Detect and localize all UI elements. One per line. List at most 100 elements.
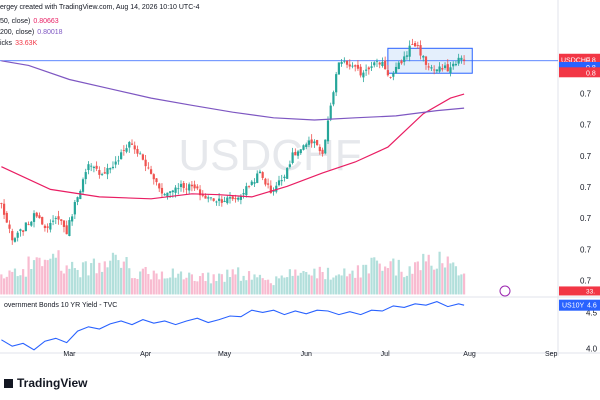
- candle-body[interactable]: [454, 64, 458, 66]
- candle-body[interactable]: [144, 159, 147, 167]
- candle-body[interactable]: [155, 178, 158, 183]
- candle-body[interactable]: [389, 77, 392, 78]
- candle-body[interactable]: [288, 164, 291, 167]
- candle-body[interactable]: [362, 72, 365, 78]
- candle-body[interactable]: [299, 149, 302, 154]
- candle-body[interactable]: [60, 219, 63, 221]
- candle-body[interactable]: [302, 145, 305, 150]
- candle-body[interactable]: [321, 149, 324, 154]
- candle-body[interactable]: [356, 64, 360, 69]
- candle-body[interactable]: [231, 196, 234, 200]
- candle-body[interactable]: [49, 222, 52, 230]
- candle-body[interactable]: [73, 202, 76, 215]
- legend-ticks[interactable]: icks 33.63K: [0, 40, 37, 47]
- candle-body[interactable]: [62, 220, 66, 227]
- candle-body[interactable]: [22, 230, 25, 232]
- candle-body[interactable]: [215, 201, 218, 203]
- candle-body[interactable]: [226, 197, 229, 204]
- candle-body[interactable]: [11, 231, 14, 241]
- candle-body[interactable]: [169, 191, 172, 193]
- candle-body[interactable]: [95, 165, 98, 169]
- candle-body[interactable]: [427, 66, 430, 68]
- candle-body[interactable]: [291, 152, 294, 163]
- candle-body[interactable]: [253, 182, 256, 184]
- candle-body[interactable]: [310, 139, 313, 144]
- candle-body[interactable]: [41, 216, 44, 225]
- candle-body[interactable]: [174, 187, 177, 193]
- candle-body[interactable]: [111, 166, 115, 169]
- candle-body[interactable]: [318, 146, 321, 152]
- candle-body[interactable]: [365, 69, 368, 71]
- candle-body[interactable]: [343, 60, 346, 62]
- candle-body[interactable]: [403, 56, 406, 62]
- candle-body[interactable]: [76, 197, 79, 202]
- candle-body[interactable]: [158, 183, 161, 189]
- candle-body[interactable]: [2, 203, 6, 215]
- candle-body[interactable]: [250, 181, 253, 185]
- candle-body[interactable]: [114, 161, 117, 165]
- candle-body[interactable]: [163, 194, 166, 196]
- candle-body[interactable]: [329, 105, 332, 120]
- candle-body[interactable]: [411, 44, 414, 45]
- candle-body[interactable]: [326, 120, 330, 142]
- candle-body[interactable]: [68, 220, 71, 237]
- candle-body[interactable]: [405, 55, 409, 57]
- tradingview-brand[interactable]: TradingView: [4, 376, 87, 390]
- candle-body[interactable]: [324, 139, 327, 154]
- candle-body[interactable]: [38, 215, 41, 219]
- candle-body[interactable]: [87, 164, 90, 171]
- candle-body[interactable]: [8, 224, 11, 229]
- candle-body[interactable]: [422, 56, 425, 58]
- candle-body[interactable]: [367, 67, 370, 70]
- candle-body[interactable]: [381, 61, 384, 66]
- candle-body[interactable]: [122, 149, 125, 151]
- candle-body[interactable]: [90, 165, 93, 167]
- candle-body[interactable]: [408, 45, 411, 57]
- candle-body[interactable]: [247, 186, 251, 188]
- candle-body[interactable]: [228, 197, 232, 199]
- candle-body[interactable]: [201, 194, 204, 196]
- candle-body[interactable]: [57, 216, 60, 220]
- candle-body[interactable]: [354, 65, 357, 67]
- candle-body[interactable]: [370, 66, 373, 68]
- candle-body[interactable]: [384, 60, 387, 70]
- candle-body[interactable]: [313, 141, 316, 144]
- candle-body[interactable]: [212, 198, 215, 201]
- candle-body[interactable]: [258, 171, 262, 174]
- candle-body[interactable]: [103, 172, 106, 174]
- candle-body[interactable]: [92, 166, 96, 169]
- candle-body[interactable]: [152, 174, 155, 180]
- candle-body[interactable]: [160, 187, 164, 194]
- candle-body[interactable]: [54, 218, 57, 219]
- candle-body[interactable]: [35, 212, 38, 217]
- ma200-line[interactable]: [1, 60, 465, 121]
- candle-body[interactable]: [218, 198, 221, 201]
- candle-body[interactable]: [264, 178, 267, 185]
- candle-body[interactable]: [335, 74, 338, 93]
- candle-body[interactable]: [424, 56, 428, 65]
- candle-body[interactable]: [237, 197, 240, 200]
- candle-body[interactable]: [179, 183, 183, 188]
- candle-body[interactable]: [106, 168, 109, 175]
- candle-body[interactable]: [286, 168, 289, 179]
- candle-body[interactable]: [452, 63, 455, 67]
- candle-body[interactable]: [394, 66, 398, 74]
- candle-body[interactable]: [220, 199, 223, 203]
- candle-body[interactable]: [133, 145, 136, 150]
- candle-body[interactable]: [348, 64, 351, 67]
- candle-body[interactable]: [462, 59, 466, 61]
- candle-body[interactable]: [316, 140, 319, 146]
- candle-body[interactable]: [30, 221, 33, 226]
- candle-body[interactable]: [392, 73, 395, 77]
- candle-body[interactable]: [185, 188, 188, 190]
- candle-body[interactable]: [198, 189, 202, 196]
- candle-body[interactable]: [441, 68, 444, 70]
- candle-body[interactable]: [340, 62, 343, 64]
- candle-body[interactable]: [433, 69, 436, 71]
- candle-body[interactable]: [400, 60, 403, 64]
- candle-body[interactable]: [193, 184, 196, 189]
- candle-body[interactable]: [223, 200, 226, 202]
- candle-body[interactable]: [204, 195, 207, 199]
- candle-body[interactable]: [81, 179, 85, 192]
- replay-icon[interactable]: [499, 285, 511, 297]
